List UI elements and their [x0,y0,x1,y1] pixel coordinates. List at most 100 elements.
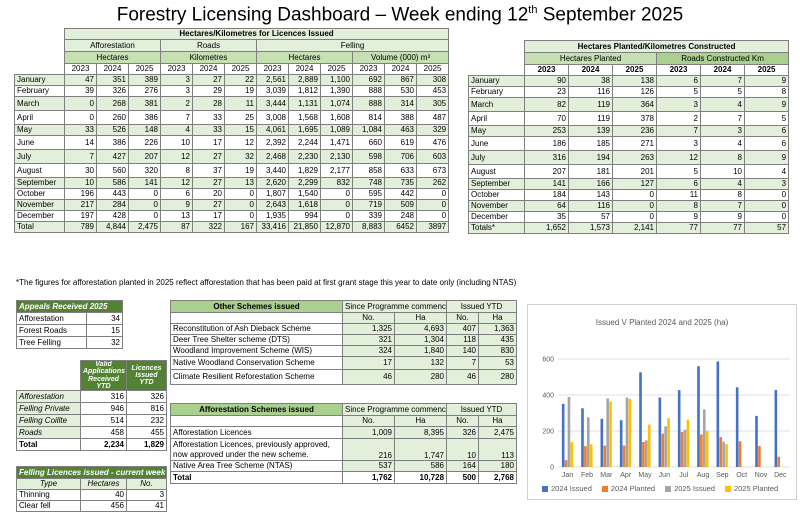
cell-value: 27 [192,177,225,189]
cell-value: 389 [128,74,161,86]
cell-value: 308 [415,74,450,86]
cell-value: 4 [160,124,193,136]
issued-value: 326 [126,390,167,404]
cell-value: 3,444 [256,96,289,111]
cell-value: 226 [128,135,161,150]
felling-type: Thinning [16,489,81,501]
scheme-value: 17 [342,356,395,370]
cell-value: 10 [160,135,193,150]
y-tick-label: 0 [550,465,554,472]
other-since: Since Programme commenced [341,300,448,313]
cell-value: 262 [415,177,450,189]
month-label: October [14,188,65,200]
cell-value: 526 [96,124,129,136]
cell-value: 735 [384,177,417,189]
cell-value: 5 [656,86,701,98]
month-label: January [14,74,65,86]
cell-value: 9 [743,150,790,165]
scheme-total-label: Total [170,471,343,484]
cell-value: 832 [320,177,353,189]
cell-value: 7 [700,111,745,126]
scheme-value: 8,395 [393,426,448,439]
cell-value: 207 [524,164,569,179]
scheme-total: 10,728 [393,471,448,484]
bar-2025-issued [625,397,629,467]
scheme-value: 1,747 [393,438,448,461]
cell-value: 9 [743,97,790,112]
cell-value: 271 [612,136,657,151]
y-tick-label: 400 [542,393,554,400]
total-value: 87 [160,221,193,233]
cell-value: 595 [352,188,385,200]
cell-value: 33 [192,124,225,136]
group-afforestation: Afforestation [64,39,161,52]
total-label: Totals* [468,222,525,234]
cell-value: 268 [96,96,129,111]
cell-value: 1,084 [352,124,385,136]
scheme-value: 180 [478,460,518,472]
cell-value: 64 [524,200,569,212]
bar-2025-planted [628,398,632,467]
month-label: July [468,150,525,165]
cell-value: 10 [700,164,745,179]
cell-value: 19 [224,85,257,97]
total-value: 167 [224,221,257,233]
month-label: June [468,136,525,151]
licences-caption: Hectares/Kilometres for Licences Issued [63,28,450,40]
scheme-value: 2,475 [478,426,518,439]
cell-value: 660 [352,135,385,150]
felling-week-caption: Felling Licences issued - current week [15,466,168,479]
bar-2024-planted [719,437,723,467]
cell-value: 5 [656,164,701,179]
scheme-label: Afforestation Licences, previously appro… [170,438,343,461]
cell-value: 1,608 [320,110,353,125]
col-no: No. [125,478,168,490]
month-label: May [468,125,525,137]
year-header: 2025 [743,64,790,76]
cell-value: 0 [320,188,353,200]
scheme-value: 280 [393,369,448,385]
unit-hectares: Hectares [64,51,161,64]
cell-value: 116 [568,200,613,212]
cell-value: 2,244 [288,135,321,150]
cell-value: 2,177 [320,163,353,178]
scheme-value: 435 [478,334,518,346]
total-value: 2,475 [128,221,161,233]
chart-svg: Issued V Planted 2024 and 2025 (ha) 0 200 4… [542,318,790,479]
cell-value: 386 [128,110,161,125]
issued-value: 455 [126,426,167,440]
cell-value: 0 [224,199,257,211]
scheme-label: Woodland Improvement Scheme (WIS) [170,345,343,357]
scheme-value: 132 [393,356,448,370]
cell-value: 2,561 [256,74,289,86]
cell-value: 1,812 [288,85,321,97]
cell-value: 8 [700,150,745,165]
cell-value: 32 [224,149,257,164]
total-value: 77 [656,222,701,234]
felling-type: Clear fell [16,500,81,512]
scheme-value: 1,840 [393,345,448,357]
planted-caption: Hectares Planted/Kilometres Constructed [523,40,790,53]
cell-value: 4 [700,136,745,151]
cell-value: 13 [160,210,193,222]
cell-value: 3 [743,178,790,190]
cell-value: 1,807 [256,188,289,200]
scheme-value: 140 [446,345,480,357]
appeals-table: Appeals Received 2025 Afforestation 34 Fo… [16,300,123,349]
cell-value: 442 [384,188,417,200]
bar-2025-issued [567,396,571,467]
cell-value: 11 [656,189,701,201]
cell-value: 27 [192,74,225,86]
cell-value: 0 [128,188,161,200]
cell-value: 428 [96,210,129,222]
cell-value: 3 [160,85,193,97]
cell-value: 386 [96,135,129,150]
scheme-total: 2,768 [478,471,518,484]
scheme-value: 10 [446,438,480,461]
month-label: December [14,210,65,222]
x-tick-label: Jul [679,472,688,479]
scheme-value: 1,325 [342,323,395,335]
cell-value: 276 [128,85,161,97]
scheme-value: 586 [393,460,448,472]
cell-value: 560 [96,163,129,178]
